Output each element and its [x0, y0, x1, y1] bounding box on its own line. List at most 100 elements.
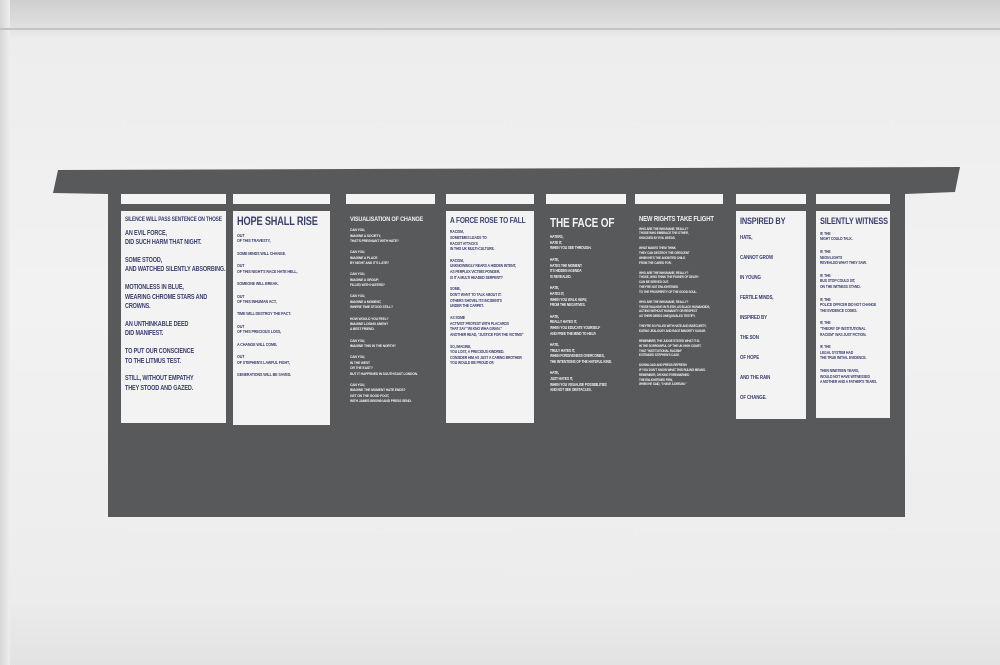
poem-line: ANOTHER READ, "JUSTICE FOR THE VICTIMS" [450, 331, 524, 337]
poem-line: FROM THE NEGATIVES. [550, 302, 586, 308]
poem-line: HATES IT, [550, 290, 565, 296]
poem-line: OF THIS NIGHT'S RACE HATE HELL, [237, 268, 298, 274]
poem-stanza: IF, THE NIGHT COULD TALK. [820, 231, 874, 242]
poem-line: WITH JAMES BROWN AND PRESS SEND. [350, 398, 412, 404]
poem-panel: VISUALISATION OF CHANGE CAN YOU, IMAGINE A… [346, 211, 435, 423]
poem-line: WHAT MAKES THEM THINK [639, 246, 676, 251]
poem-line: SHOCKED BY EVIL DEEDS. [639, 236, 676, 241]
poem-line: FERTILE MINDS, [740, 295, 774, 302]
poem-line: SOMETIMES LEADS TO [450, 234, 487, 240]
poem-line: WHO ARE THE INHUMANE, REALLY? [639, 226, 689, 231]
poem-stanza: IF, THE BUS STOP COULD SIT, ON THE WITNESS… [820, 273, 874, 290]
panel-label-strip [233, 194, 330, 204]
poem-stanza: SOME MINDS WILL CHANGE. [237, 251, 308, 257]
poem-line: CAN YOU, [350, 249, 366, 255]
poem-stanza: SOMEONE WILL BREAK. [237, 281, 308, 287]
poem-line: HATE, [740, 235, 753, 242]
poem-title: SILENTLY WITNESS [820, 216, 888, 226]
poem-line: EATING JEALOUSY AND RACE MINORITY SUGAR. [639, 328, 706, 333]
poem-line: IN THE SORROWFUL OF THE UK HIGH COURT. [639, 343, 702, 348]
poem-stanza: AND THE RAIN [740, 375, 791, 382]
poem-stanza: OF CHANGE. [740, 395, 791, 402]
poem-line: THAT SAY "WI KNO WHA GWAN." [450, 326, 502, 332]
poem-stanza: WHAT MAKES THEM THINK THEY CAN DESTROY TH… [639, 246, 707, 265]
poem-line: SOME STOOD, [125, 256, 163, 264]
poem-panel: HOPE SHALL RISE OUT OF THIS TRAVESTY, SOME … [233, 211, 330, 425]
poem-stanza: MOTIONLESS IN BLUE, WEARING CHROME STARS … [125, 283, 207, 312]
poem-title: VISUALISATION OF CHANGE [350, 216, 424, 223]
poem-stanza: HATE, [740, 235, 791, 242]
poem-line: SO, IMAGINE, [450, 343, 472, 349]
poem-line: IMAGINE THIS IN THE NORTH? [350, 343, 396, 349]
poem-line: CAN YOU, [350, 227, 366, 233]
poem-line: IF, THE [820, 344, 831, 350]
poem-stanza: OUT OF THIS NIGHT'S RACE HATE HELL, [237, 263, 308, 274]
poem-stanza: HATE, HATES THE MOMENT ITS HIDDEN AGENDA IS… [550, 257, 608, 279]
poem-line: RACISM" WAS JUST FICTION. [820, 331, 867, 337]
poem-line: YOU LOST, A PRECIOUS KINDRED. [450, 349, 505, 355]
poem-line: REALLY HATES IT, [550, 319, 577, 325]
poem-line: THEY CAN DESTROY THE CRESCENT [639, 251, 690, 255]
poem-line: WHEN YOU SEE THROUGH. [550, 245, 592, 251]
poem-line: BUT IT HAPPENED IN SOUTH EAST LONDON. [350, 370, 418, 376]
poem-line: THAT'S PREGNANT WITH HATE? [350, 237, 399, 243]
poem-line: CAN YOU, [350, 337, 366, 343]
poem-line: BUS STOP COULD SIT, [820, 278, 856, 284]
poem-line: THOSE, WHO THINK THE POWER OF DEATH [639, 275, 699, 280]
poem-stanza: WHO ARE THE INHUMANE, REALLY? THOSE, WHO … [639, 271, 707, 295]
poem-stanza: IN YOUNG [740, 275, 791, 282]
poem-line: HATE, [550, 285, 559, 291]
poem-line: THE EVIDENCE CODES. [820, 307, 858, 313]
poem-title: SILENCE WILL PASS SENTENCE ON THOSE [125, 216, 222, 223]
poem-line: OUT [237, 232, 245, 238]
poem-stanza: AN EVIL FORCE, DID SUCH HARM THAT NIGHT. [125, 229, 202, 248]
panel-label-strip [736, 194, 806, 204]
poem-line: IF, THE [820, 320, 831, 326]
poem-stanza: OUT OF STEPHEN'S LAWFUL FIGHT, [237, 354, 308, 365]
panel-label-strip [635, 194, 723, 204]
poem-stanza: CAN YOU, IMAGINE A GROUP, FILLED WITH HATE… [350, 271, 419, 287]
poem-line: A CHANGE WILL COME. [237, 341, 278, 347]
poem-line: OF THIS PRECIOUS LOSS, [237, 329, 282, 335]
poem-line: IF, THE [820, 230, 831, 236]
poem-line: WHERE TIME STOOD STILL? [350, 304, 393, 310]
poem-stanza: RACISM, UNKNOWINGLY REARS A HIDDEN INTENT… [450, 258, 516, 280]
poem-line: THEN NINETEEN YEARS, [820, 367, 859, 373]
poem-line: OF STEPHEN'S LAWFUL FIGHT, [237, 359, 290, 365]
poem-line: STILL, WITHOUT EMPATHY [125, 375, 194, 383]
poem-line: FROM THE CARED FOR. [639, 260, 672, 265]
poem-line: OTHERS SHOVEL ITS INCIDENTS [450, 297, 502, 303]
poem-line: TRULY HATES IT, [550, 347, 575, 353]
poem-line: DID MANIFEST. [125, 330, 164, 338]
poem-stanza: STILL, WITHOUT EMPATHY THEY STOOD AND GAZ… [125, 374, 201, 393]
poem-stanza: IF, THE LEGAL SYSTEM HAD THE TRUE INITIAL … [820, 344, 874, 361]
poem-line: IF, THE [820, 296, 831, 302]
poem-stanza: CANNOT GROW [740, 255, 791, 262]
poem-line: IF, THE [820, 272, 831, 278]
poem-line: IMAGINE A MOMENT, [350, 298, 382, 304]
poem-line: HATE IT, [550, 239, 563, 245]
poem-stanza: HATE, TRULY HATES IT, WHEN FORGIVENESS OVE… [550, 342, 612, 364]
poem-line: AS SOME [450, 315, 465, 321]
poem-line: IMAGINE A SOCIETY, [350, 232, 381, 238]
poem-line: OUT [237, 263, 245, 269]
poem-panel: INSPIRED BY HATE, CANNOT GROW IN YOUNG FERTI… [736, 211, 806, 419]
poem-line: IMAGINE THE MOMENT HATE ENDS? [350, 387, 406, 393]
poem-line: A BEST FRIEND. [350, 326, 375, 332]
poem-line: TIME WILL DESTROY THE PACT. [237, 311, 291, 317]
panel-label-strip [346, 194, 435, 204]
poem-line: UNKNOWINGLY REARS A HIDDEN INTENT, [450, 263, 516, 269]
poem-line: HOW WOULD YOU FEEL? [350, 315, 389, 321]
poem-line: YOU WOULD BE PROUD OF. [450, 360, 495, 366]
poem-line: RACISM, [450, 229, 464, 235]
poem-stanza: RACISM, SOMETIMES LEADS TO RACIST ATTACKS I… [450, 229, 516, 251]
poem-line: OF THIS TRAVESTY, [237, 238, 271, 244]
poem-stanza: WHO ARE THE INHUMANE, REALLY? THOSE WHO E… [639, 227, 707, 241]
panel-label-strip [446, 194, 534, 204]
poem-stanza: FERTILE MINDS, [740, 295, 791, 302]
panel-label-strip [546, 194, 626, 204]
poem-stanza: INSPIRED BY [740, 315, 791, 322]
poem-stanza: SOME STOOD, AND WATCHED SILENTLY ABSORBIN… [125, 256, 226, 275]
poem-line: RACISM, [450, 257, 464, 263]
poem-line: CAN YOU, [350, 271, 366, 277]
